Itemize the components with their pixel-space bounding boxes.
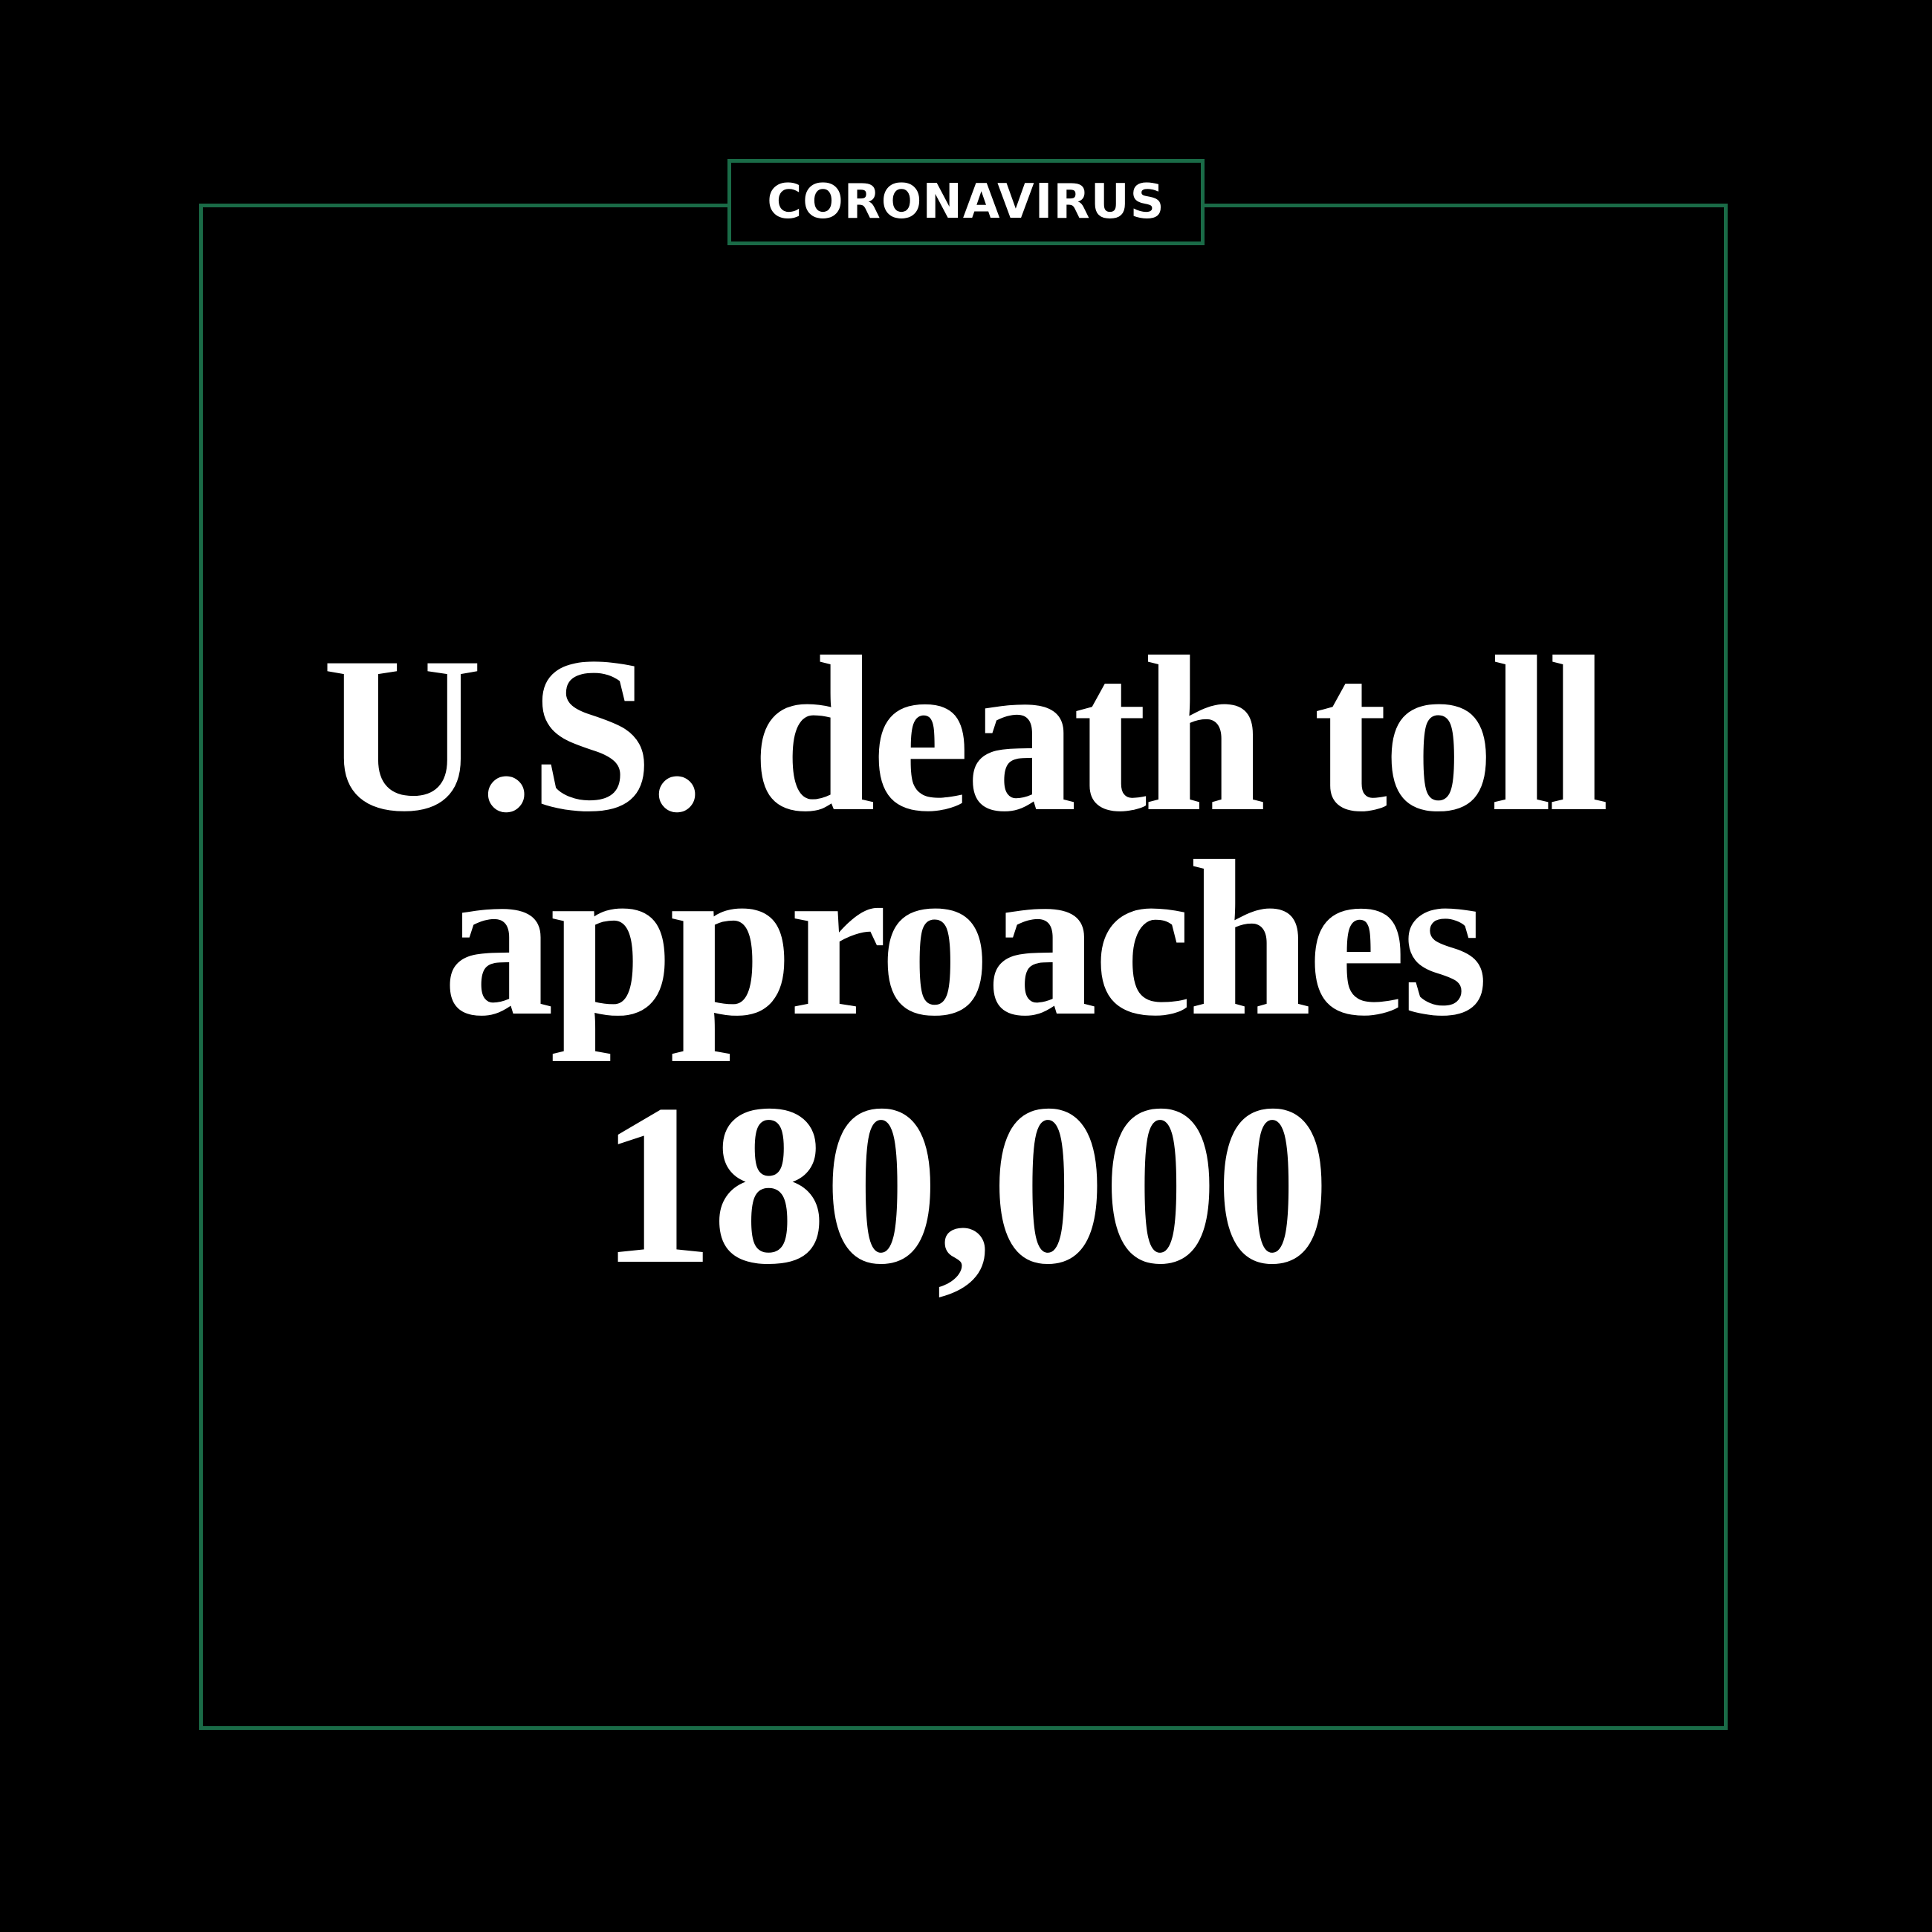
section-tag: CORONAVIRUS (727, 159, 1205, 245)
headline-line-3: 180,000 (599, 1057, 1331, 1312)
headline-line-1: U.S. death toll (322, 611, 1610, 858)
headline-line-2: approaches (442, 815, 1488, 1062)
section-tag-label: CORONAVIRUS (767, 175, 1165, 230)
